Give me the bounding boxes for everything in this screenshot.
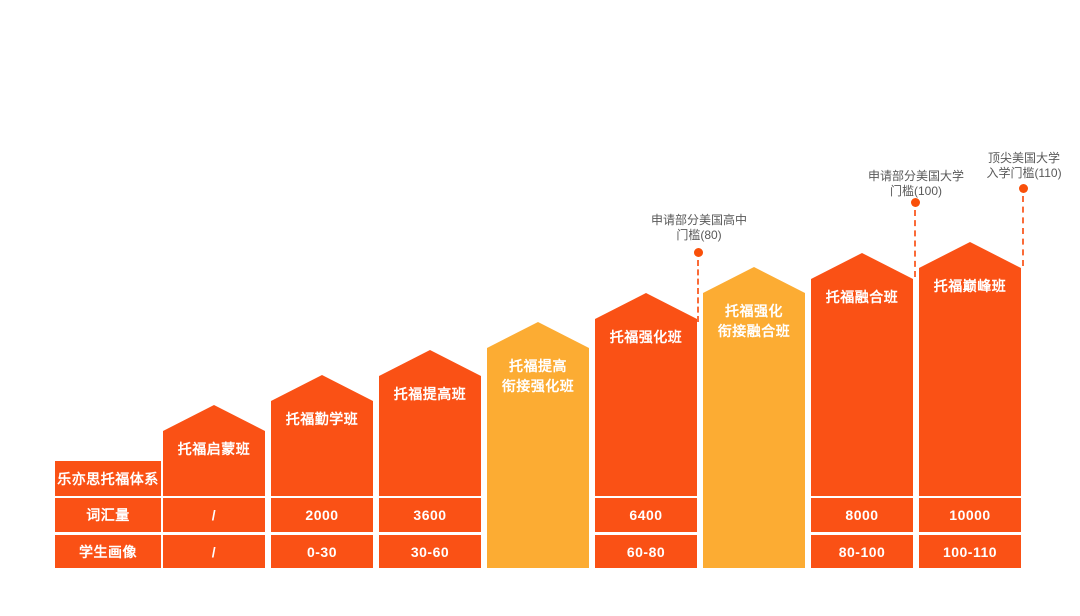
course-label: 托福强化 衔接融合班 [717,303,791,339]
course-column-ronghe: 托福融合班 [811,253,913,496]
threshold-dot-110 [1019,184,1028,193]
threshold-dot-80 [694,248,703,257]
threshold-dot-100 [911,198,920,207]
system-title: 乐亦思托福体系 [57,470,159,487]
profile-value: 100-110 [942,543,998,560]
profile-value-cell: 0-30 [271,535,373,568]
course-label: 托福启蒙班 [177,441,251,457]
profile-value-cell: / [163,535,265,568]
profile-value-cell: 60-80 [595,535,697,568]
vocab-value-cell: 8000 [811,498,913,532]
profile-value: 80-100 [838,543,886,560]
vocab-value-cell: / [163,498,265,532]
vocab-value: 6400 [629,507,663,523]
vocab-value-cell: 2000 [271,498,373,532]
profile-value: 60-80 [626,543,666,560]
course-column-tigao-xianjie-qianghua: 托福提高 衔接强化班 [487,322,589,568]
profile-row-label: 学生画像 [79,543,137,560]
profile-value-cell: 30-60 [379,535,481,568]
course-label: 托福巅峰班 [933,278,1007,294]
course-label: 托福提高班 [393,386,467,402]
course-label: 托福强化班 [609,329,683,345]
course-column-qinxue: 托福勤学班 [271,375,373,496]
course-column-dianfeng: 托福巅峰班 [919,242,1021,496]
vocab-row-label: 词汇量 [86,507,130,523]
profile-value-cell: 80-100 [811,535,913,568]
profile-value: 0-30 [306,543,338,560]
vocab-value-cell: 6400 [595,498,697,532]
course-label: 托福融合班 [825,289,899,305]
system-title-cell: 乐亦思托福体系 [55,461,161,496]
profile-value-cell: 100-110 [919,535,1021,568]
course-column-qianghua-xianjie-ronghe: 托福强化 衔接融合班 [703,267,805,568]
course-label: 托福提高 衔接强化班 [501,358,575,394]
profile-value: 30-60 [410,543,450,560]
threshold-dashed-line-110 [1022,196,1024,266]
vocab-value-cell: 3600 [379,498,481,532]
vocab-value-cell: 10000 [919,498,1021,532]
course-column-qianghua: 托福强化班 [595,293,697,496]
threshold-dashed-line-80 [697,260,699,322]
course-column-tigao: 托福提高班 [379,350,481,496]
vocab-value: 8000 [845,507,879,523]
annotation-high-school-threshold: 申请部分美国高中 门槛(80) [650,213,747,242]
profile-row-header: 学生画像 [55,535,161,568]
vocab-value: 3600 [413,507,447,523]
profile-value: / [211,543,217,560]
annotation-us-college-threshold: 申请部分美国大学 门槛(100) [867,169,964,198]
vocab-value: 10000 [949,507,991,523]
vocab-value: 2000 [305,507,339,523]
vocab-row-header: 词汇量 [55,498,161,532]
threshold-dashed-line-100 [914,210,916,277]
vocab-value: / [211,507,217,523]
annotation-top-college-threshold: 顶尖美国大学 入学门槛(110) [986,151,1062,180]
course-column-qimeng: 托福启蒙班 [163,405,265,496]
course-label: 托福勤学班 [285,411,359,427]
